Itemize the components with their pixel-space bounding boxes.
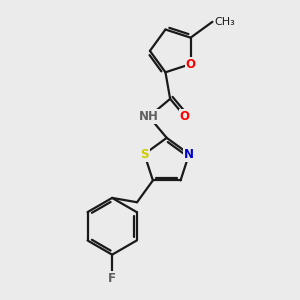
Text: F: F [108, 272, 116, 285]
Text: O: O [186, 58, 196, 70]
Text: N: N [184, 148, 194, 160]
Text: O: O [180, 110, 190, 123]
Text: NH: NH [139, 110, 159, 123]
Text: CH₃: CH₃ [214, 17, 235, 27]
Text: S: S [140, 148, 148, 160]
